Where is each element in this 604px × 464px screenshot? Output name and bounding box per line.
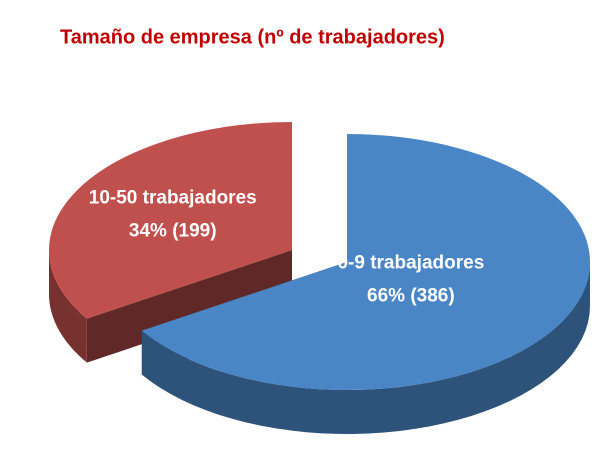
slice-value-label: 66% (386) xyxy=(367,286,455,307)
slice-label: 0-9 trabajadores xyxy=(337,253,484,274)
slice xyxy=(141,134,591,434)
slice-side xyxy=(49,250,87,363)
slice-top xyxy=(141,134,591,391)
slice-value-label: 34% (199) xyxy=(129,220,217,241)
chart-title: Tamaño de empresa (nº de trabajadores) xyxy=(60,26,445,48)
slice-label: 10-50 trabajadores xyxy=(89,187,257,208)
slice-wall xyxy=(86,250,293,363)
slice-side xyxy=(141,262,590,434)
slice-top xyxy=(49,122,292,319)
slice xyxy=(49,122,293,363)
